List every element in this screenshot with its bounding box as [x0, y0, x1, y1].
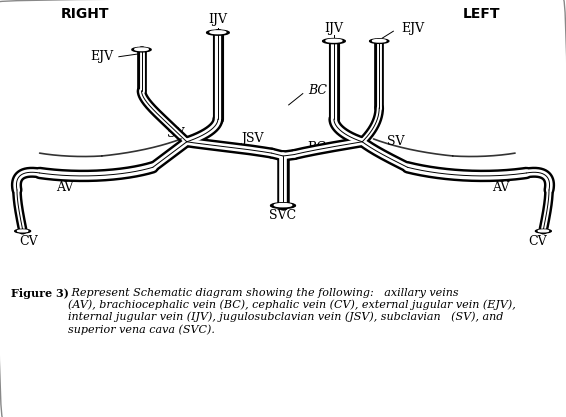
Ellipse shape	[271, 203, 295, 208]
Ellipse shape	[372, 40, 386, 42]
Ellipse shape	[135, 48, 148, 50]
Text: BC: BC	[307, 141, 327, 154]
Text: CV: CV	[19, 234, 37, 248]
Text: SV: SV	[388, 135, 405, 148]
Text: AV: AV	[57, 181, 74, 193]
Text: EJV: EJV	[91, 50, 113, 63]
Text: IJV: IJV	[324, 22, 344, 35]
Text: SV: SV	[167, 127, 184, 140]
Text: Represent Schematic diagram showing the following:   axillary veins
(AV), brachi: Represent Schematic diagram showing the …	[68, 288, 516, 334]
Ellipse shape	[326, 39, 342, 42]
Ellipse shape	[323, 38, 345, 44]
Ellipse shape	[275, 203, 291, 207]
Text: BC: BC	[308, 84, 328, 97]
Ellipse shape	[538, 230, 548, 232]
Text: RIGHT: RIGHT	[61, 7, 109, 21]
Ellipse shape	[15, 229, 31, 233]
Text: AV: AV	[492, 181, 509, 193]
Text: CV: CV	[529, 234, 547, 248]
Ellipse shape	[132, 48, 151, 52]
Ellipse shape	[370, 39, 389, 43]
Ellipse shape	[207, 30, 229, 35]
Text: EJV: EJV	[402, 22, 424, 35]
Text: SVC: SVC	[269, 209, 297, 222]
Text: IJV: IJV	[208, 13, 228, 26]
Text: JSV: JSV	[241, 133, 263, 146]
Ellipse shape	[18, 230, 28, 232]
Ellipse shape	[535, 229, 551, 233]
Ellipse shape	[210, 31, 226, 34]
Text: LEFT: LEFT	[462, 7, 500, 21]
Text: Figure 3): Figure 3)	[11, 288, 69, 299]
